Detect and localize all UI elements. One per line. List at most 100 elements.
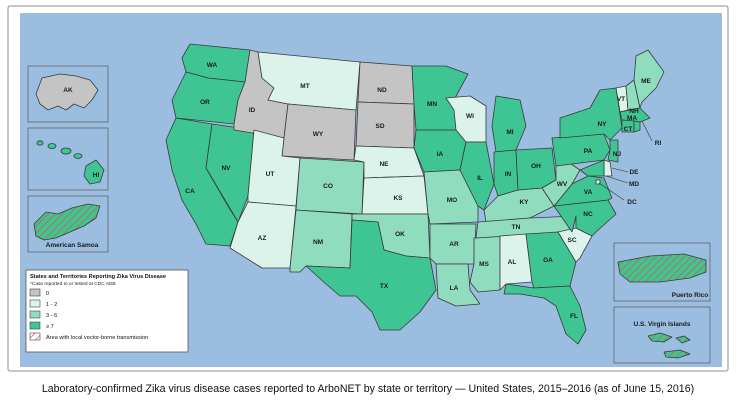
label-FL: FL [570,313,578,320]
label-WA: WA [207,62,218,69]
legend: States and Territories Reporting Zika Vi… [25,269,189,353]
inset-virgin-islands: U.S. Virgin Islands [613,306,711,364]
label-OK: OK [395,231,405,238]
legend-note: *Case reported to or tested at CDC ADB [30,281,116,287]
label-AZ: AZ [258,235,267,242]
label-CA: CA [185,188,195,195]
state-LA [435,263,481,307]
state-labels: WA OR CA NV ID MT WY UT AZ CO NM ND SD N… [185,62,661,320]
state-NE [353,145,425,179]
legend-swatch-3 [29,321,41,330]
hawaii-island [83,159,105,185]
label-RI: RI [655,140,662,147]
state-MT [257,51,361,111]
label-IN: IN [505,171,512,178]
label-CO: CO [323,183,333,190]
label-SD: SD [375,123,384,130]
label-GA: GA [543,257,553,264]
virgin-islands-label: U.S. Virgin Islands [634,321,691,328]
inset-american-samoa: American Samoa [27,195,109,253]
label-IL: IL [477,175,483,182]
state-WV [541,161,581,207]
legend-swatch-2 [29,310,41,319]
inset-alaska: AK [27,65,109,123]
state-IL [459,141,495,211]
label-MD: MD [629,181,639,188]
label-WI: WI [466,113,474,120]
virgin-island-shape [663,349,691,359]
inset-puerto-rico: Puerto Rico [613,242,711,302]
legend-label-2: 3 - 6 [46,313,57,319]
label-MI: MI [506,129,513,136]
legend-swatch-1 [29,299,41,308]
label-OR: OR [200,99,210,106]
label-DC: DC [627,199,637,206]
label-NC: NC [583,211,593,218]
label-AR: AR [449,241,459,248]
hawaii-island [36,140,44,146]
hawaii-island [60,147,72,155]
callout-lines [598,120,653,201]
state-TX [305,219,437,331]
state-SD [355,101,415,149]
label-SC: SC [567,237,576,244]
legend-swatch-0 [29,288,41,297]
inset-hawaii: HI [27,127,109,191]
samoa-shape [33,203,101,241]
label-MA: MA [627,115,637,122]
legend-label-0: 0 [46,291,49,297]
label-ID: ID [249,107,256,114]
legend-label-3: ≥ 7 [46,324,54,330]
us-states [165,43,665,345]
label-UT: UT [266,171,275,178]
label-NY: NY [597,121,607,128]
state-NC [553,199,617,237]
label-IA: IA [437,151,444,158]
label-NJ: NJ [613,151,622,158]
alaska-shape [35,73,99,111]
label-KY: KY [519,199,529,206]
label-DE: DE [629,169,639,176]
label-VT: VT [617,96,625,103]
legend-swatch-4 [29,332,41,341]
state-WY [281,103,357,161]
label-OH: OH [531,163,541,170]
state-AL [499,233,533,291]
label-AL: AL [508,259,517,266]
label-MN: MN [427,101,437,108]
hawaii-island [47,143,57,149]
label-TX: TX [380,283,389,290]
label-WV: WV [557,181,568,188]
puerto-rico-shape [617,253,707,283]
state-ND [357,61,415,105]
label-PA: PA [584,148,593,155]
alaska-label: AK [63,87,73,94]
state-FL [503,283,587,345]
puerto-rico-label: Puerto Rico [672,292,709,299]
virgin-island-shape [647,332,673,343]
label-CT: CT [624,126,633,133]
label-MT: MT [300,83,309,90]
state-NJ [607,139,619,163]
legend-label-4: Area with local vector-borne transmissio… [46,335,148,341]
legend-title: States and Territories Reporting Zika Vi… [30,274,166,280]
state-MD [579,159,605,177]
label-WY: WY [313,131,324,138]
legend-label-1: 1 - 2 [46,302,57,308]
label-NV: NV [221,165,231,172]
label-ND: ND [377,87,387,94]
label-MS: MS [479,261,489,268]
state-RI [633,120,641,133]
virgin-island-shape [675,335,691,344]
hawaii-island [73,153,83,159]
hawaii-label: HI [93,172,100,179]
legend-box [25,269,189,353]
state-ME [633,49,665,109]
label-TN: TN [512,224,521,231]
label-LA: LA [450,285,459,292]
label-NM: NM [313,239,323,246]
state-MA [619,107,651,123]
label-VA: VA [584,189,593,196]
